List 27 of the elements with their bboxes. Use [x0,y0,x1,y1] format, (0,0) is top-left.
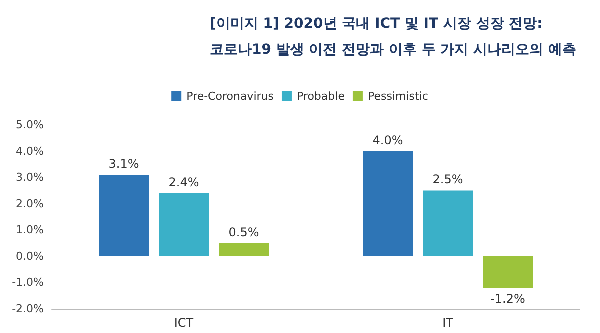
x-tick-label: IT [442,316,454,330]
data-label: 2.4% [168,175,200,190]
legend-label: Pessimistic [368,90,428,103]
y-tick-label: 5.0% [16,118,44,132]
bar [363,151,413,256]
chart-subtitle: 코로나19 발생 이전 전망과 이후 두 가지 시나리오의 예측 [210,42,576,58]
data-label: 2.5% [432,172,464,187]
y-tick-label: 2.0% [16,197,44,210]
data-label: 4.0% [372,133,404,148]
y-tick-label: 4.0% [16,144,44,158]
data-label: 3.1% [108,156,140,171]
data-label: -1.2% [490,292,526,306]
legend-label: Probable [296,90,346,103]
legend-label: Pre-Coronavirus [186,90,274,103]
x-tick-label: ICT [174,316,194,330]
bar [159,193,209,256]
bar [99,174,149,256]
bar [423,190,473,256]
y-tick-label: 3.0% [16,171,44,184]
chart-title: [이미지 1] 2020년 국내 ICT 및 IT 시장 성장 전망: [210,16,543,32]
data-label: 0.5% [228,225,260,240]
bar [483,256,533,288]
bar [219,243,269,256]
y-tick-label: -2.0% [12,302,44,316]
y-tick-label: -1.0% [12,276,44,290]
y-tick-label: 0.0% [16,250,44,263]
y-tick-label: 1.0% [16,224,44,237]
